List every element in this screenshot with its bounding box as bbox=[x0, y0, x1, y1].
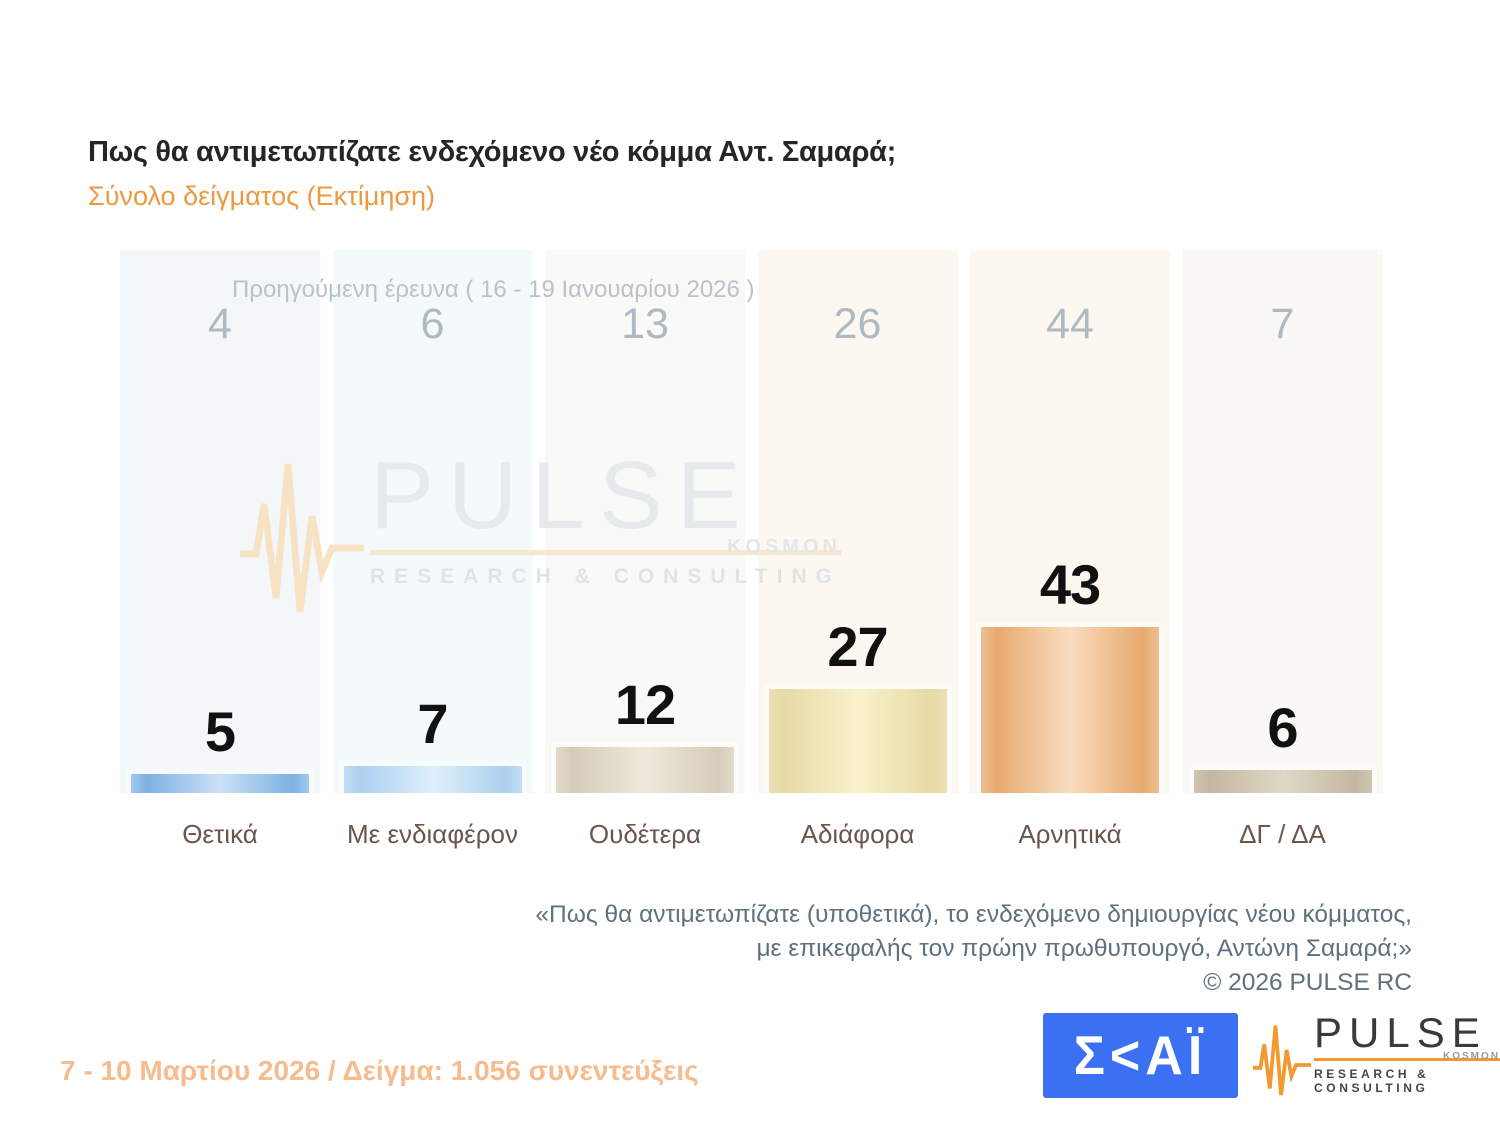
previous-value-label: 7 bbox=[1270, 300, 1295, 348]
skai-logo: Σ<ΑΪ bbox=[1043, 1013, 1238, 1098]
column-background: 13 12 bbox=[545, 250, 745, 793]
pulse-logo-name: PULSE bbox=[370, 442, 755, 549]
chart-column: 26 27 Αδιάφορα bbox=[757, 250, 958, 850]
category-label: Ουδέτερα bbox=[588, 819, 702, 849]
page-title: Πως θα αντιμετωπίζατε ενδεχόμενο νέο κόμ… bbox=[88, 136, 896, 168]
question-wording: «Πως θα αντιμετωπίζατε (υποθετικά), το ε… bbox=[535, 898, 1412, 1000]
previous-value-label: 13 bbox=[621, 300, 669, 348]
category-label: ΔΓ / ΔΑ bbox=[1239, 819, 1326, 849]
value-label: 5 bbox=[204, 700, 236, 763]
previous-value-label: 26 bbox=[833, 300, 882, 348]
bar bbox=[768, 689, 947, 793]
pulse-watermark-logo: PULSE KOSMON RESEARCH & CONSULTING bbox=[238, 448, 841, 623]
pulse-logo-subbrand: KOSMON bbox=[1443, 1051, 1500, 1062]
column-background: 4 5 bbox=[120, 250, 320, 793]
category-label: Αδιάφορα bbox=[800, 819, 915, 849]
column-background: 6 7 bbox=[332, 250, 533, 793]
pulse-logo: PULSE KOSMON RESEARCH & CONSULTING bbox=[1252, 1012, 1500, 1109]
pulse-waveform-icon bbox=[1252, 1012, 1314, 1109]
pulse-logo-line: KOSMON bbox=[1314, 1051, 1500, 1062]
value-label: 7 bbox=[417, 692, 448, 755]
bar bbox=[1193, 770, 1372, 793]
previous-value-label: 6 bbox=[420, 300, 445, 348]
bar bbox=[981, 627, 1159, 793]
bar-chart: PULSE KOSMON RESEARCH & CONSULTING Προηγ… bbox=[120, 250, 1383, 850]
page-subtitle: Σύνολο δείγματος (Εκτίμηση) bbox=[88, 181, 436, 211]
pulse-logo-line: KOSMON bbox=[370, 536, 841, 558]
bar bbox=[131, 774, 309, 793]
category-label: Θετικά bbox=[182, 819, 258, 849]
category-label: Αρνητικά bbox=[1018, 819, 1122, 849]
survey-info: 7 - 10 Μαρτίου 2026 / Δείγμα: 1.056 συνε… bbox=[60, 1055, 699, 1086]
previous-value-label: 44 bbox=[1046, 300, 1094, 348]
chart-column: 4 5 Θετικά bbox=[120, 250, 320, 850]
pulse-logo-tagline: RESEARCH & CONSULTING bbox=[1314, 1067, 1430, 1095]
chart-column: 13 12 Ουδέτερα bbox=[545, 250, 745, 850]
pulse-logo-tagline: RESEARCH & CONSULTING bbox=[370, 565, 841, 588]
chart-column: 7 6 ΔΓ / ΔΑ bbox=[1182, 250, 1383, 850]
bar bbox=[556, 747, 734, 793]
skai-logo-text: Σ<ΑΪ bbox=[1073, 1025, 1208, 1086]
pulse-logo-subbrand: KOSMON bbox=[726, 536, 841, 558]
chart-column: 6 7 Με ενδιαφέρον bbox=[332, 250, 533, 850]
column-background: 44 43 bbox=[970, 250, 1170, 793]
chart-columns: 4 5 Θετικά 6 7 Με ενδιαφέρον 13 12 Ουδέτ… bbox=[120, 250, 1383, 850]
bar bbox=[343, 766, 522, 793]
value-label: 12 bbox=[614, 673, 676, 736]
column-background: 26 27 bbox=[757, 250, 958, 793]
copyright: © 2026 PULSE RC bbox=[1203, 969, 1412, 996]
value-label: 27 bbox=[827, 615, 888, 678]
category-label: Με ενδιαφέρον bbox=[346, 819, 519, 849]
question-wording-line1: «Πως θα αντιμετωπίζατε (υποθετικά), το ε… bbox=[535, 901, 1412, 928]
chart-column: 44 43 Αρνητικά bbox=[970, 250, 1170, 850]
pulse-waveform-icon bbox=[238, 448, 370, 623]
value-label: 6 bbox=[1267, 696, 1298, 759]
previous-survey-note: Προηγούμενη έρευνα ( 16 - 19 Ιανουαρίου … bbox=[232, 276, 755, 303]
value-label: 43 bbox=[1039, 553, 1101, 616]
pulse-logo-name: PULSE bbox=[1314, 1009, 1487, 1056]
question-wording-line2: με επικεφαλής τον πρώην πρωθυπουργό, Αντ… bbox=[756, 935, 1412, 962]
previous-value-label: 4 bbox=[208, 300, 232, 348]
column-background: 7 6 bbox=[1182, 250, 1383, 793]
